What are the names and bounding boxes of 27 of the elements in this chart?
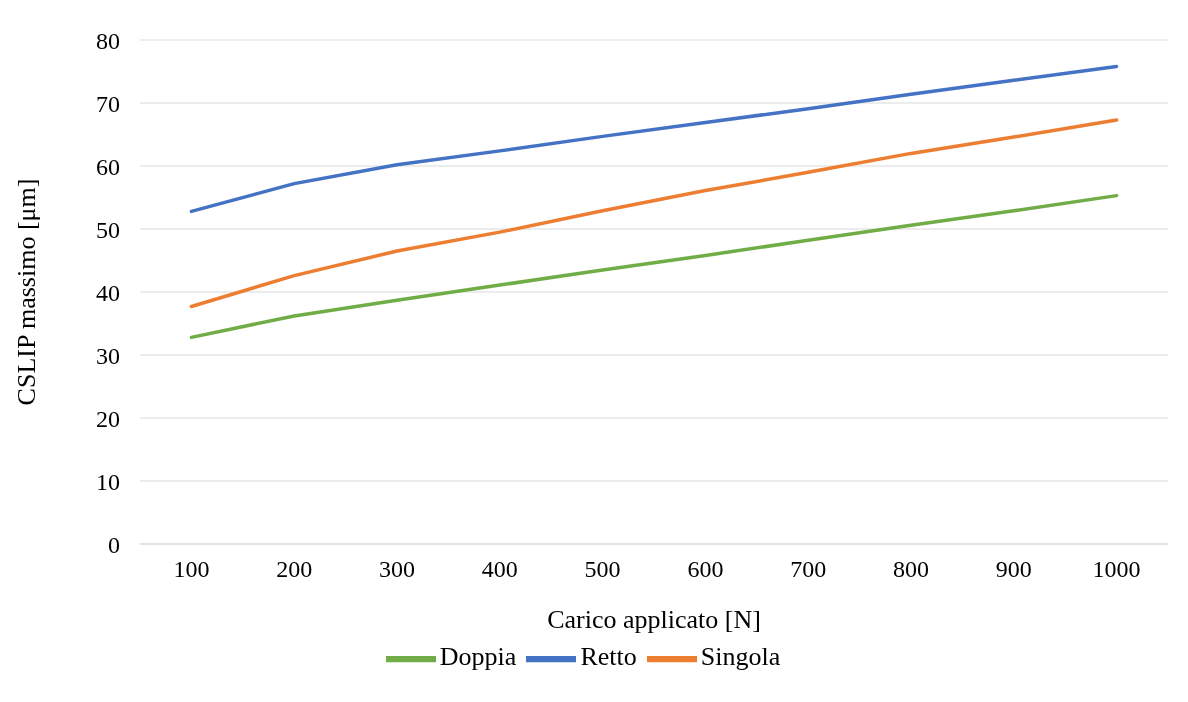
y-tick-label: 10: [96, 468, 120, 495]
x-tick-label: 300: [379, 556, 415, 583]
y-tick-label: 20: [96, 405, 120, 432]
y-tick-label: 30: [96, 342, 120, 369]
y-tick-label: 50: [96, 216, 120, 243]
legend-label: Doppia: [439, 641, 517, 671]
y-tick-label: 80: [96, 27, 120, 54]
x-tick-label: 400: [481, 556, 518, 583]
x-tick-label: 200: [276, 556, 313, 583]
y-tick-label: 40: [96, 279, 120, 306]
y-tick-label: 0: [108, 531, 120, 558]
x-tick-label: 700: [790, 556, 827, 583]
x-tick-label: 500: [584, 556, 621, 583]
y-tick-label: 60: [96, 153, 120, 180]
line-series: [189, 64, 1119, 214]
line-series: [189, 193, 1119, 340]
x-axis-title: Carico applicato [N]: [547, 605, 761, 634]
x-tick-label: 900: [995, 556, 1032, 583]
line-series: [189, 118, 1119, 309]
legend-label: Retto: [580, 641, 637, 671]
x-tick-label: 600: [687, 556, 724, 583]
legend-label: Singola: [700, 641, 781, 671]
x-tick-label: 800: [893, 556, 929, 583]
y-axis-title: CSLIP massimo [μm]: [12, 178, 42, 406]
y-tick-label: 70: [96, 90, 120, 117]
x-tick-label: 1000: [1092, 556, 1141, 583]
x-tick-label: 100: [173, 556, 210, 583]
